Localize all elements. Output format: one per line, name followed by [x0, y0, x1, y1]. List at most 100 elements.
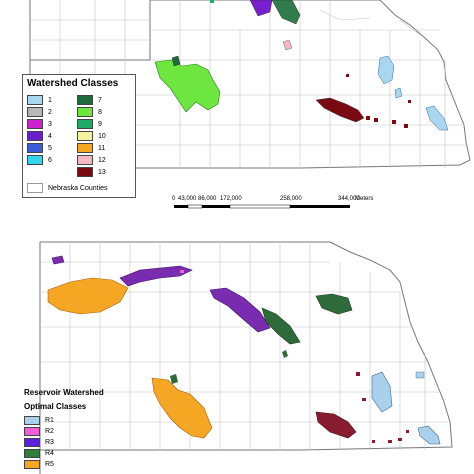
optimal-class-R4: R4	[24, 449, 54, 458]
watershed-pink-small	[282, 39, 293, 51]
ws-darkgreen-diagonal	[261, 307, 301, 345]
optimal-label-R3: R3	[45, 439, 54, 446]
scale-tick-3: 172,000	[220, 196, 242, 202]
ws-green-small	[170, 374, 178, 384]
legend-label-7: 7	[98, 96, 102, 104]
watershed-darkgreen-mid	[171, 55, 181, 67]
legend-label-1: 1	[48, 96, 52, 104]
optimal-swatch-R4	[24, 449, 40, 458]
legend-swatch-6	[27, 155, 43, 165]
bottom-map-panel	[0, 232, 474, 474]
bottom-legend: Reservoir Watershed Optimal Classes R1 R2…	[20, 388, 110, 474]
ws-orange-cluster	[151, 377, 213, 439]
top-nebraska-map	[29, 0, 471, 169]
legend-class-7: 7	[77, 95, 102, 105]
watershed-green-cluster	[154, 59, 221, 113]
legend-label-8: 8	[98, 108, 102, 116]
ws-purple-diagonal	[209, 287, 271, 333]
top-legend: Watershed Classes 1 2 3 4 5 6 7 8 9 10 11 12 13 Nebr…	[22, 74, 136, 198]
watershed-purple-top	[249, 0, 273, 17]
optimal-label-R2: R2	[45, 428, 54, 435]
legend-label-12: 12	[98, 156, 106, 164]
ws-purple-band	[119, 265, 193, 287]
watershed-darkgreen-top	[271, 0, 301, 25]
legend-label-11: 11	[98, 144, 106, 152]
top-legend-title: Watershed Classes	[27, 78, 119, 89]
optimal-class-R3: R3	[24, 438, 54, 447]
legend-swatch-10	[77, 131, 93, 141]
optimal-class-R2: R2	[24, 427, 54, 436]
watershed-lightblue-1	[377, 55, 395, 85]
legend-class-12: 12	[77, 155, 106, 165]
ws-lightblue-small	[415, 371, 425, 379]
watershed-lightblue-3	[394, 87, 403, 99]
watershed-teal-small	[210, 0, 214, 3]
legend-swatch-12	[77, 155, 93, 165]
optimal-swatch-R2	[24, 427, 40, 436]
bottom-nebraska-map	[39, 241, 453, 474]
optimal-swatch-R1	[24, 416, 40, 425]
legend-label-2: 2	[48, 108, 52, 116]
legend-label-6: 6	[48, 156, 52, 164]
legend-swatch-5	[27, 143, 43, 153]
bottom-legend-title-2: Optimal Classes	[24, 402, 87, 411]
legend-counties-item: Nebraska Counties	[27, 183, 108, 193]
legend-class-5: 5	[27, 143, 52, 153]
legend-swatch-8	[77, 107, 93, 117]
optimal-class-R1: R1	[24, 416, 54, 425]
scale-tick-0: 0	[172, 196, 176, 202]
ws-orange-large	[47, 277, 129, 315]
legend-label-3: 3	[48, 120, 52, 128]
legend-class-13: 13	[77, 167, 106, 177]
scale-bar: 0 43,000 86,000 172,000 258,000 344,000 …	[170, 196, 470, 212]
legend-class-1: 1	[27, 95, 52, 105]
legend-class-11: 11	[77, 143, 105, 153]
legend-swatch-9	[77, 119, 93, 129]
scale-tick-1: 43,000	[178, 196, 197, 202]
legend-label-4: 4	[48, 132, 52, 140]
legend-class-4: 4	[27, 131, 52, 141]
watershed-lightblue-2	[425, 105, 449, 131]
top-map-panel	[0, 0, 474, 215]
legend-label-9: 9	[98, 120, 102, 128]
legend-label-10: 10	[98, 132, 106, 140]
legend-swatch-11	[77, 143, 93, 153]
legend-class-6: 6	[27, 155, 52, 165]
ws-lightblue-2	[417, 425, 441, 445]
scale-unit: Meters	[355, 196, 374, 202]
bottom-state-outline	[39, 241, 453, 474]
optimal-swatch-R3	[24, 438, 40, 447]
scale-bar-graphic	[174, 204, 350, 209]
optimal-label-R5: R5	[45, 461, 54, 468]
legend-swatch-1	[27, 95, 43, 105]
legend-label-13: 13	[98, 168, 106, 176]
optimal-swatch-R5	[24, 460, 40, 469]
legend-class-8: 8	[77, 107, 102, 117]
legend-label-5: 5	[48, 144, 52, 152]
legend-class-10: 10	[77, 131, 106, 141]
counties-label: Nebraska Counties	[48, 184, 108, 192]
ws-maroon-dots	[356, 372, 409, 443]
legend-swatch-4	[27, 131, 43, 141]
legend-class-9: 9	[77, 119, 102, 129]
scale-tick-4: 258,000	[280, 196, 302, 202]
ws-maroon	[315, 411, 357, 439]
legend-class-3: 3	[27, 119, 52, 129]
ws-darkgreen-right	[315, 293, 353, 315]
watershed-maroon	[315, 97, 365, 123]
optimal-label-R1: R1	[45, 417, 54, 424]
ws-darkgreen-tiny	[282, 350, 288, 358]
legend-swatch-3	[27, 119, 43, 129]
legend-swatch-2	[27, 107, 43, 117]
optimal-label-R4: R4	[45, 450, 54, 457]
ws-purple-small	[51, 255, 65, 265]
legend-swatch-7	[77, 95, 93, 105]
scale-tick-5: 344,000	[338, 196, 360, 202]
counties-swatch	[27, 183, 43, 193]
scale-tick-2: 86,000	[198, 196, 217, 202]
watershed-maroon-dots	[346, 74, 411, 128]
legend-class-2: 2	[27, 107, 52, 117]
ws-pink-small	[180, 270, 184, 273]
ws-lightblue-1	[371, 371, 393, 413]
legend-swatch-13	[77, 167, 93, 177]
